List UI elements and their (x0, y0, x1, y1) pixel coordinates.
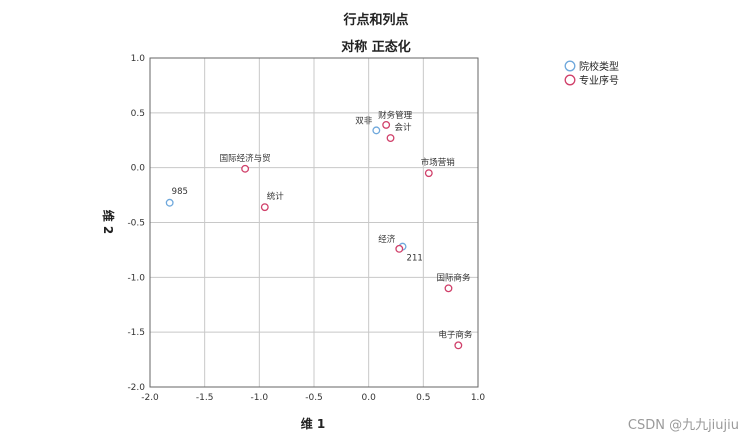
y-tick-label: 1.0 (131, 54, 146, 64)
data-point (444, 284, 453, 293)
y-tick-label: -2.0 (127, 383, 145, 393)
y-tick-label: -1.5 (127, 328, 145, 338)
point-label: 国际商务 (436, 272, 471, 283)
x-axis-label: 维 1 (301, 416, 326, 431)
data-point (454, 341, 463, 350)
x-tick-label: 0.0 (362, 393, 377, 403)
legend-label: 院校类型 (579, 60, 619, 73)
x-tick-label: -1.0 (251, 393, 269, 403)
y-axis-label: 维 2 (101, 210, 116, 235)
x-tick-label: -1.5 (196, 393, 214, 403)
data-point (382, 120, 391, 129)
legend-label: 专业序号 (579, 74, 619, 87)
point-label: 市场营销 (421, 157, 456, 168)
point-label: 财务管理 (378, 110, 413, 121)
data-point (395, 244, 404, 253)
data-point (260, 203, 269, 212)
legend-marker (564, 74, 576, 86)
point-label: 统计 (267, 191, 285, 202)
x-tick-label: 0.5 (416, 393, 430, 403)
point-label: 电子商务 (438, 329, 473, 340)
plot-frame (149, 57, 479, 388)
data-point (372, 126, 381, 135)
watermark: CSDN @九九jiujiu (627, 418, 739, 433)
grid (149, 57, 479, 388)
y-axis-ticks: 1.0 0.5 0.0 -0.5 -1.0 -1.5 -2.0 (127, 54, 145, 393)
y-tick-label: -0.5 (127, 219, 145, 229)
x-tick-label: -2.0 (141, 393, 159, 403)
point-label: 会计 (395, 122, 413, 133)
point-label: 经济 (378, 234, 396, 245)
y-tick-label: 0.5 (131, 109, 145, 119)
data-point (165, 198, 174, 207)
point-label: 国际经济与贸 (220, 153, 271, 164)
x-tick-label: -0.5 (305, 393, 323, 403)
y-tick-label: 0.0 (131, 164, 146, 174)
point-label: 985 (172, 187, 188, 197)
data-point (386, 134, 395, 143)
point-label: 211 (407, 254, 423, 264)
chart-subtitle: 对称 正态化 (341, 39, 411, 55)
chart-title: 行点和列点 (342, 12, 408, 28)
x-tick-label: 1.0 (471, 393, 486, 403)
point-label: 双非 (355, 115, 373, 126)
y-tick-label: -1.0 (127, 273, 145, 283)
legend-marker (564, 60, 576, 72)
data-point (424, 169, 433, 178)
data-point (241, 164, 250, 173)
x-axis-ticks: -2.0 -1.5 -1.0 -0.5 0.0 0.5 1.0 (141, 393, 485, 403)
